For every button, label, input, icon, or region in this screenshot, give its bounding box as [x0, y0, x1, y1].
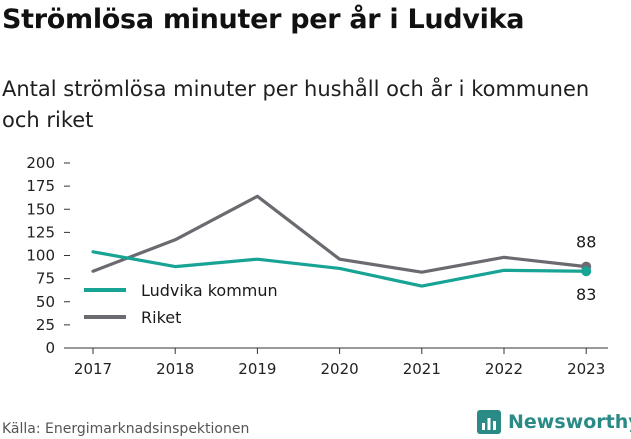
chart-title: Strömlösa minuter per år i Ludvika — [2, 4, 525, 35]
brand-logo[interactable]: Newsworthy — [476, 408, 631, 436]
x-tick-label: 2023 — [567, 360, 605, 378]
ludvika-series-line — [91, 250, 588, 288]
y-tick-label: 50 — [36, 293, 55, 311]
source-note: Källa: Energimarknadsinspektionen — [2, 421, 250, 437]
y-tick-label: 0 — [45, 339, 55, 357]
y-tick-label: 150 — [26, 200, 55, 218]
brand-name: Newsworthy — [508, 411, 631, 433]
ludvika-end-point — [581, 266, 592, 277]
y-axis: 0 25 50 75 100 125 150 175 200 — [26, 154, 70, 357]
y-tick-label: 75 — [36, 270, 55, 288]
bar-chart-logo-icon — [477, 410, 501, 434]
x-tick-label: 2019 — [238, 360, 276, 378]
x-axis: 2017 2018 2019 2020 2021 2022 2023 — [70, 347, 608, 378]
legend: Ludvika kommun Riket — [70, 274, 304, 330]
legend-background — [70, 274, 304, 330]
x-tick-label: 2020 — [321, 360, 359, 378]
end-label-ludvika: 83 — [576, 285, 596, 304]
legend-label-ludvika: Ludvika kommun — [141, 281, 278, 300]
riket-series-line — [91, 194, 588, 274]
chart-subtitle: Antal strömlösa minuter per hushåll och … — [2, 77, 590, 132]
legend-label-riket: Riket — [141, 308, 181, 327]
x-tick-label: 2021 — [403, 360, 441, 378]
y-tick-label: 175 — [26, 177, 55, 195]
y-tick-label: 200 — [26, 154, 55, 172]
end-label-riket: 88 — [576, 233, 596, 252]
y-tick-label: 100 — [26, 247, 55, 265]
y-tick-label: 25 — [36, 316, 55, 334]
series-lines — [91, 194, 592, 288]
x-tick-label: 2022 — [485, 360, 523, 378]
x-tick-label: 2017 — [74, 360, 112, 378]
y-tick-label: 125 — [26, 223, 55, 241]
end-labels: 88 83 — [576, 233, 596, 305]
x-tick-label: 2018 — [156, 360, 194, 378]
